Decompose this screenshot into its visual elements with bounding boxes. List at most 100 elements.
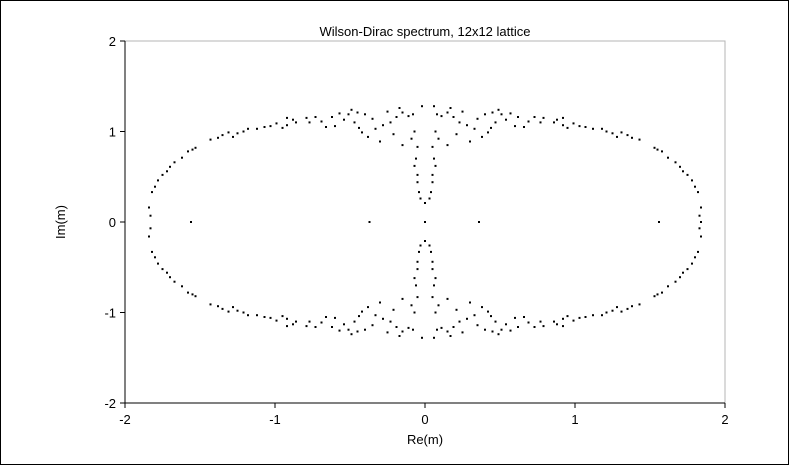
data-point xyxy=(509,329,512,332)
data-point xyxy=(446,111,449,114)
data-point xyxy=(500,328,503,331)
data-point xyxy=(386,331,389,334)
data-point xyxy=(611,132,614,135)
data-point xyxy=(490,126,492,129)
data-point xyxy=(698,214,701,217)
data-point xyxy=(161,268,164,271)
data-point xyxy=(487,310,489,313)
data-point xyxy=(382,124,384,127)
data-point xyxy=(434,130,437,133)
data-point xyxy=(227,131,230,134)
data-point xyxy=(562,116,564,119)
data-point xyxy=(154,256,156,259)
data-point xyxy=(697,250,699,253)
data-point xyxy=(173,161,176,164)
data-point xyxy=(374,127,377,130)
data-point xyxy=(392,308,395,311)
data-point xyxy=(686,268,689,271)
data-point xyxy=(338,329,341,332)
data-point xyxy=(419,244,422,247)
data-point xyxy=(161,173,164,176)
data-point xyxy=(295,121,297,124)
data-point xyxy=(325,316,327,318)
data-point xyxy=(667,156,669,159)
data-point xyxy=(691,262,693,265)
data-point xyxy=(286,116,288,119)
data-point xyxy=(295,320,297,323)
x-axis-ticks: -2 -1 0 1 2 xyxy=(119,403,729,427)
data-point xyxy=(416,260,419,263)
data-point xyxy=(292,118,294,121)
data-point xyxy=(181,156,183,159)
data-point xyxy=(379,140,381,143)
data-point xyxy=(169,165,171,168)
data-point xyxy=(389,320,392,323)
data-point xyxy=(308,320,311,323)
data-point xyxy=(449,107,452,109)
data-point xyxy=(169,276,171,279)
data-point xyxy=(364,113,366,116)
x-tick-label: -1 xyxy=(269,412,281,427)
data-point xyxy=(148,235,150,238)
data-point xyxy=(191,148,194,151)
data-point xyxy=(308,121,311,124)
data-point xyxy=(434,311,437,314)
data-point xyxy=(436,113,438,116)
y-axis-title: Im(m) xyxy=(53,205,68,239)
y-tick-label: 1 xyxy=(109,125,116,140)
data-point xyxy=(269,125,272,128)
data-point xyxy=(347,328,350,331)
data-point xyxy=(533,116,536,118)
data-point xyxy=(682,271,684,274)
data-point xyxy=(424,221,426,223)
data-point xyxy=(286,317,288,320)
data-point xyxy=(410,137,413,140)
data-point xyxy=(523,126,525,128)
data-point xyxy=(398,107,401,109)
data-point xyxy=(572,122,575,125)
data-point xyxy=(584,126,587,128)
data-point xyxy=(686,173,689,176)
data-point xyxy=(440,326,443,329)
data-point xyxy=(412,328,414,331)
data-point xyxy=(190,221,192,223)
data-point xyxy=(658,221,660,223)
data-point xyxy=(334,125,336,128)
data-point xyxy=(263,126,266,128)
data-points xyxy=(148,105,702,339)
data-point xyxy=(601,127,603,130)
data-point xyxy=(305,116,308,119)
data-point xyxy=(416,296,419,299)
data-point xyxy=(487,131,489,134)
chart-title: Wilson-Dirac spectrum, 12x12 lattice xyxy=(320,24,531,39)
data-point xyxy=(431,181,434,184)
data-point xyxy=(217,136,219,139)
data-point xyxy=(314,116,317,118)
data-point xyxy=(416,181,419,184)
data-point xyxy=(466,124,468,127)
data-point xyxy=(679,276,681,279)
data-point xyxy=(494,320,497,323)
data-point xyxy=(631,136,633,139)
data-point xyxy=(353,121,356,124)
data-point xyxy=(410,304,413,307)
data-point xyxy=(514,125,516,128)
data-point xyxy=(436,328,438,331)
data-point xyxy=(191,293,194,296)
data-point xyxy=(227,310,230,313)
data-point xyxy=(353,320,356,323)
data-point xyxy=(343,323,345,326)
data-point xyxy=(428,197,431,200)
data-point xyxy=(395,326,398,328)
data-point xyxy=(401,144,404,147)
data-point xyxy=(440,115,443,118)
data-point xyxy=(187,150,189,153)
data-point xyxy=(256,127,258,130)
data-point xyxy=(421,105,423,108)
data-point xyxy=(392,133,395,136)
data-point xyxy=(698,227,701,230)
data-point xyxy=(539,320,542,323)
data-point xyxy=(626,307,629,310)
data-point xyxy=(430,250,432,253)
data-point xyxy=(446,330,449,333)
